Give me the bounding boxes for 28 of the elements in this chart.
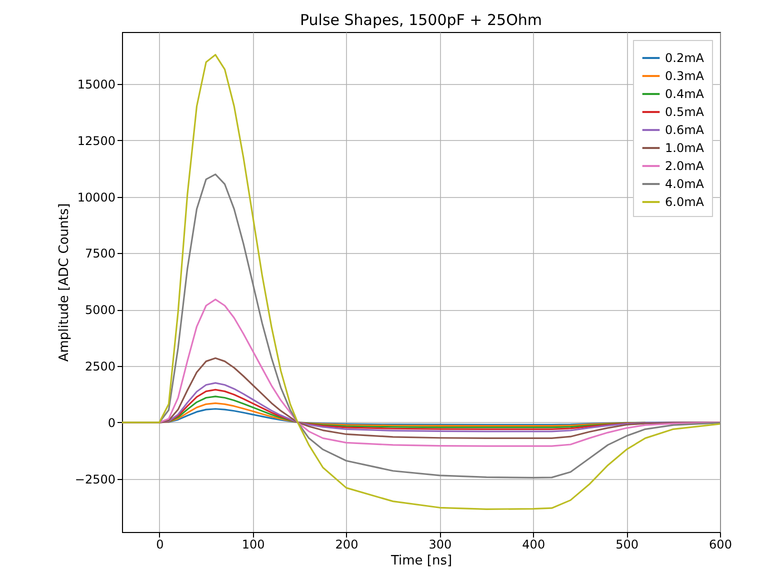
- y-tick-label: 12500: [77, 134, 116, 148]
- x-tick-label: 600: [709, 538, 732, 552]
- legend-label: 0.5mA: [665, 105, 705, 119]
- y-tick-label: 5000: [84, 303, 116, 318]
- legend-label: 0.3mA: [665, 69, 705, 83]
- legend-label: 0.6mA: [665, 123, 705, 137]
- legend-label: 1.0mA: [665, 141, 705, 155]
- chart-title: Pulse Shapes, 1500pF + 25Ohm: [300, 11, 542, 29]
- y-tick-label: 0: [108, 416, 116, 430]
- x-tick-label: 300: [428, 538, 452, 552]
- y-axis-title: Amplitude [ADC Counts]: [56, 203, 72, 362]
- x-axis-title: Time [ns]: [390, 554, 452, 568]
- line-series: [122, 54, 720, 510]
- legend-label: 0.2mA: [665, 51, 705, 65]
- x-tick-label: 100: [242, 538, 265, 552]
- legend-label: 2.0mA: [665, 159, 705, 173]
- x-tick-label: 0: [156, 538, 164, 552]
- y-tick-label: −2500: [74, 472, 116, 486]
- legend-label: 4.0mA: [665, 177, 705, 191]
- x-tick-label: 400: [522, 538, 546, 552]
- x-tick-label: 500: [616, 538, 639, 552]
- y-tick-label: 7500: [84, 246, 116, 261]
- y-tick-label: 15000: [77, 78, 116, 92]
- legend-label: 0.4mA: [665, 87, 705, 101]
- y-tick-label: 10000: [77, 190, 116, 204]
- y-tick-label: 2500: [84, 360, 116, 374]
- legend-label: 6.0mA: [665, 195, 705, 209]
- x-tick-label: 200: [335, 538, 358, 552]
